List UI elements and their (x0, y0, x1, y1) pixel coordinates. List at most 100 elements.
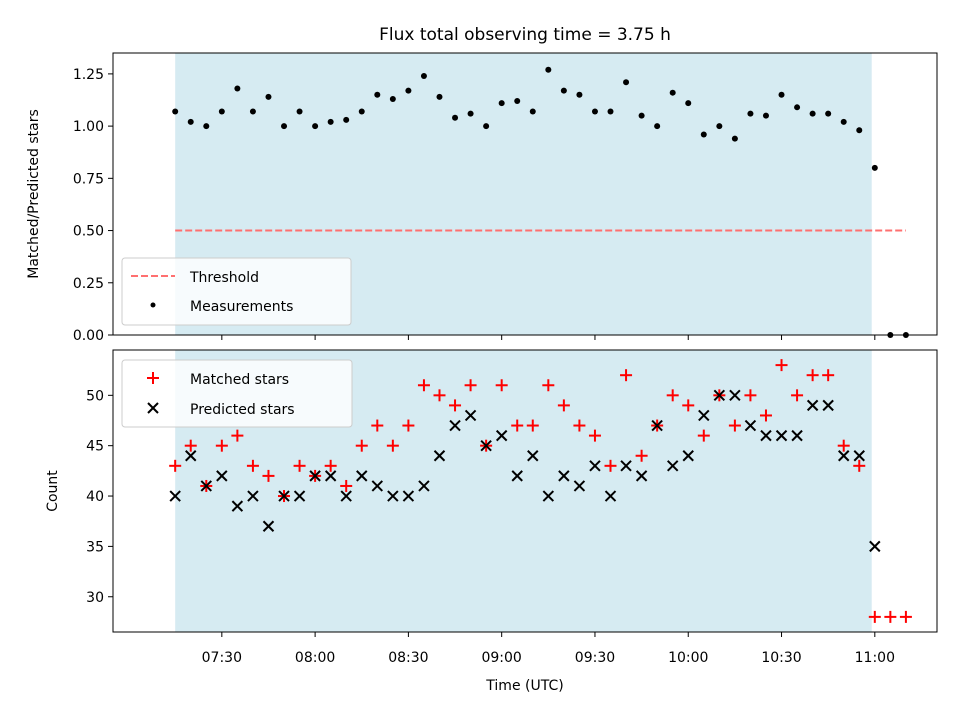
predicted-star-point (853, 450, 865, 462)
bottom-legend: Matched stars Predicted stars (121, 359, 353, 428)
measurement-point (669, 89, 676, 96)
measurement-point (607, 108, 614, 115)
matched-star-point (433, 389, 446, 402)
measurement-point (296, 108, 303, 115)
measurement-point (467, 110, 474, 117)
measurement-point (747, 110, 754, 117)
legend-matched-swatch (147, 372, 159, 384)
matched-star-point (542, 379, 555, 392)
bottom-ytick-label: 50 (86, 388, 104, 404)
measurement-point (389, 95, 396, 102)
measurement-point (716, 123, 723, 130)
measurement-point (358, 108, 365, 115)
legend-predicted-label: Predicted stars (190, 402, 295, 418)
predicted-star-point (464, 409, 477, 422)
x-tick-label: 08:00 (295, 650, 335, 666)
measurement-point (545, 66, 552, 73)
matched-star-point (728, 419, 741, 432)
matched-star-point (868, 610, 881, 623)
predicted-star-point (402, 490, 415, 502)
matched-star-point (588, 429, 601, 442)
predicted-star-point (324, 470, 337, 482)
bottom-ytick-label: 35 (86, 539, 104, 555)
matched-star-point (620, 369, 633, 382)
matched-star-point (293, 459, 306, 472)
measurement-point (265, 93, 272, 100)
matched-star-point (666, 389, 679, 402)
top-ytick-label: 1.00 (73, 119, 104, 135)
matched-star-point (449, 399, 462, 412)
matched-star-point (169, 459, 182, 472)
measurement-point (654, 123, 661, 130)
legend-matched-label: Matched stars (190, 372, 289, 388)
top-legend-box (121, 257, 352, 326)
predicted-star-point (589, 460, 601, 472)
predicted-star-point (185, 450, 197, 462)
measurement-point (825, 110, 832, 117)
predicted-star-point (729, 389, 741, 402)
predicted-star-point (682, 450, 694, 462)
matched-stars-points (169, 359, 912, 623)
predicted-star-point (200, 480, 212, 492)
measurement-point (405, 87, 412, 94)
matched-star-point (573, 419, 586, 432)
measurement-point (856, 127, 863, 134)
legend-plus-mark (147, 372, 159, 384)
chart-title: Flux total observing time = 3.75 h (379, 25, 671, 45)
measurement-point (840, 118, 847, 125)
bottom-ytick-label: 40 (86, 489, 104, 505)
predicted-star-point (449, 419, 461, 432)
legend-x-mark (147, 402, 159, 414)
predicted-star-point (666, 460, 679, 472)
measurement-points (172, 66, 909, 338)
x-tick-label: 09:00 (481, 650, 521, 666)
top-ytick-label: 0.50 (73, 224, 104, 240)
legend-threshold-label: Threshold (189, 270, 259, 286)
measurement-point (187, 118, 194, 125)
matched-star-point (791, 389, 804, 402)
matched-star-point (246, 459, 259, 472)
measurement-point (685, 100, 692, 107)
predicted-star-point (744, 419, 757, 432)
measurement-point (638, 112, 645, 119)
matched-star-point (262, 469, 275, 482)
matched-star-point (682, 399, 695, 412)
predicted-star-point (698, 409, 710, 422)
matched-star-point (697, 429, 710, 442)
legend-measurement-swatch (150, 302, 156, 308)
measurement-point (436, 93, 443, 100)
predicted-star-point (635, 470, 648, 482)
measurement-point (794, 104, 801, 111)
matched-star-point (402, 419, 415, 432)
x-tick-label: 07:30 (202, 650, 242, 666)
measurement-point (731, 135, 738, 142)
top-ytick-label: 1.25 (73, 67, 104, 83)
predicted-star-point (806, 399, 819, 412)
predicted-stars-points (169, 389, 881, 553)
x-tick-label: 08:30 (388, 650, 428, 666)
predicted-star-point (573, 480, 586, 492)
bottom-ytick-label: 45 (86, 439, 104, 455)
measurement-point (591, 108, 598, 115)
predicted-star-point (278, 490, 290, 502)
predicted-star-point (262, 520, 275, 532)
predicted-star-point (356, 470, 368, 482)
predicted-star-point (495, 429, 508, 442)
top-panel: 0.00 0.25 0.50 0.75 1.00 1.25 Flux total obse… (26, 25, 938, 344)
matched-star-point (464, 379, 477, 392)
predicted-star-point (527, 450, 539, 462)
predicted-star-point (247, 490, 259, 502)
predicted-star-point (371, 480, 384, 492)
measurement-point (623, 79, 630, 86)
top-ytick-label: 0.75 (73, 171, 104, 187)
matched-star-point (604, 459, 617, 472)
measurement-point (498, 100, 505, 107)
top-x-ticks (221, 335, 876, 340)
predicted-star-point (838, 450, 850, 462)
matched-star-point (215, 439, 228, 452)
matched-star-point (526, 419, 539, 432)
x-tick-label: 10:30 (761, 650, 801, 666)
measurement-point (203, 123, 210, 130)
matched-star-point (822, 369, 835, 382)
